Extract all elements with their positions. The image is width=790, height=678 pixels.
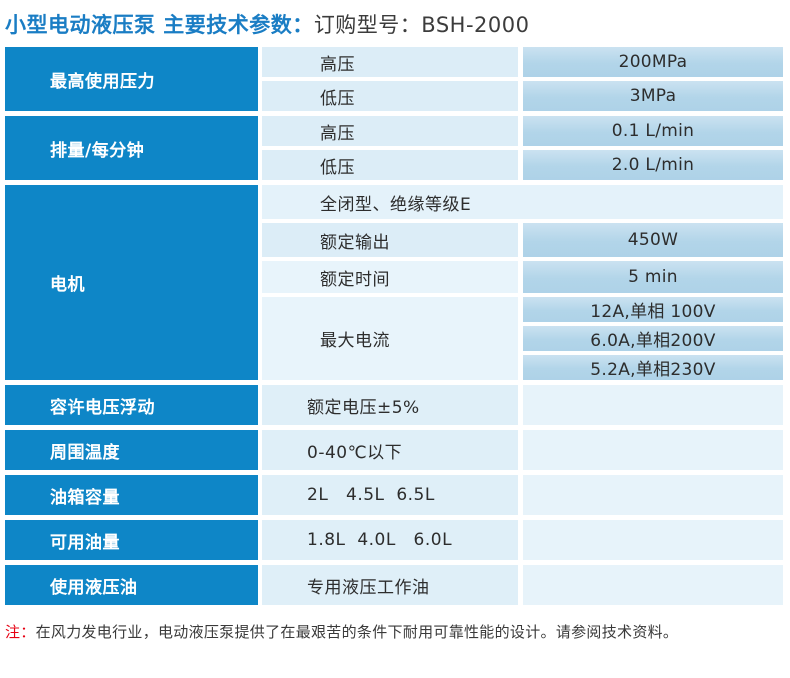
- group-max-pressure: 最高使用压力 高压 200MPa 低压 3MPa: [5, 47, 783, 111]
- group-label-cell: 使用液压油: [5, 565, 258, 605]
- param-cell: 专用液压工作油: [262, 565, 518, 605]
- order-model: 订购型号：BSH-2000: [313, 13, 530, 37]
- value-cell-empty: [523, 565, 783, 605]
- param-cell: 低压: [262, 81, 518, 111]
- param-cell: 低压: [262, 150, 518, 180]
- value-cell: 5 min: [523, 261, 783, 293]
- group-usable-oil: 可用油量 1.8L 4.0L 6.0L: [5, 520, 783, 560]
- value-cell: 3MPa: [523, 81, 783, 111]
- group-voltage-fluctuation: 容许电压浮动 额定电压±5%: [5, 385, 783, 425]
- param-cell: 额定输出: [262, 223, 518, 257]
- value-cell: 5.2A,单相230V: [523, 355, 783, 380]
- value-cell: 200MPa: [523, 47, 783, 77]
- footnote: 注：在风力发电行业，电动液压泵提供了在最艰苦的条件下耐用可靠性能的设计。请参阅技…: [5, 621, 790, 642]
- table-row: 低压 3MPa: [262, 81, 783, 111]
- spec-table: 最高使用压力 高压 200MPa 低压 3MPa 排量/每分钟 高压 0.1 L…: [5, 47, 783, 605]
- value-cell: 0.1 L/min: [523, 116, 783, 146]
- max-current-block: 最大电流 12A,单相 100V 6.0A,单相200V 5.2A,单相230V: [262, 297, 783, 380]
- page-title: 小型电动液压泵 主要技术参数：订购型号：BSH-2000: [0, 0, 790, 47]
- group-label-cell: 油箱容量: [5, 475, 258, 515]
- group-label-cell: 容许电压浮动: [5, 385, 258, 425]
- value-cell-empty: [523, 475, 783, 515]
- value-cell-empty: [523, 385, 783, 425]
- table-row: 全闭型、绝缘等级E: [262, 185, 783, 219]
- param-cell: 额定时间: [262, 261, 518, 293]
- value-cell-empty: [523, 520, 783, 560]
- table-row: 额定输出 450W: [262, 223, 783, 257]
- group-label-cell: 周围温度: [5, 430, 258, 470]
- page-title-main: 小型电动液压泵 主要技术参数：: [5, 13, 314, 37]
- table-row: 0-40℃以下: [262, 430, 783, 470]
- value-cell: 12A,单相 100V: [523, 297, 783, 322]
- param-cell: 2L 4.5L 6.5L: [262, 475, 518, 515]
- group-hydraulic-oil: 使用液压油 专用液压工作油: [5, 565, 783, 605]
- param-cell: 高压: [262, 116, 518, 146]
- param-cell: 额定电压±5%: [262, 385, 518, 425]
- value-cell: 450W: [523, 223, 783, 257]
- group-label-cell: 排量/每分钟: [5, 116, 258, 180]
- table-row: 低压 2.0 L/min: [262, 150, 783, 180]
- group-label-cell: 电机: [5, 185, 258, 380]
- group-displacement: 排量/每分钟 高压 0.1 L/min 低压 2.0 L/min: [5, 116, 783, 180]
- param-cell: 最大电流: [262, 297, 518, 380]
- table-row: 额定电压±5%: [262, 385, 783, 425]
- param-cell: 0-40℃以下: [262, 430, 518, 470]
- value-cell-empty: [523, 430, 783, 470]
- table-row: 专用液压工作油: [262, 565, 783, 605]
- footnote-text: 在风力发电行业，电动液压泵提供了在最艰苦的条件下耐用可靠性能的设计。请参阅技术资…: [35, 623, 679, 641]
- footnote-prefix: 注：: [5, 623, 36, 641]
- param-cell: 1.8L 4.0L 6.0L: [262, 520, 518, 560]
- param-cell-span: 全闭型、绝缘等级E: [262, 185, 783, 219]
- value-cell: 2.0 L/min: [523, 150, 783, 180]
- group-label-cell: 可用油量: [5, 520, 258, 560]
- table-row: 额定时间 5 min: [262, 261, 783, 293]
- table-row: 2L 4.5L 6.5L: [262, 475, 783, 515]
- table-row: 高压 200MPa: [262, 47, 783, 77]
- group-ambient-temperature: 周围温度 0-40℃以下: [5, 430, 783, 470]
- value-cell: 6.0A,单相200V: [523, 326, 783, 351]
- group-label-cell: 最高使用压力: [5, 47, 258, 111]
- group-tank-capacity: 油箱容量 2L 4.5L 6.5L: [5, 475, 783, 515]
- table-row: 高压 0.1 L/min: [262, 116, 783, 146]
- table-row: 1.8L 4.0L 6.0L: [262, 520, 783, 560]
- group-motor: 电机 全闭型、绝缘等级E 额定输出 450W 额定时间 5 min 最大电流 1…: [5, 185, 783, 380]
- param-cell: 高压: [262, 47, 518, 77]
